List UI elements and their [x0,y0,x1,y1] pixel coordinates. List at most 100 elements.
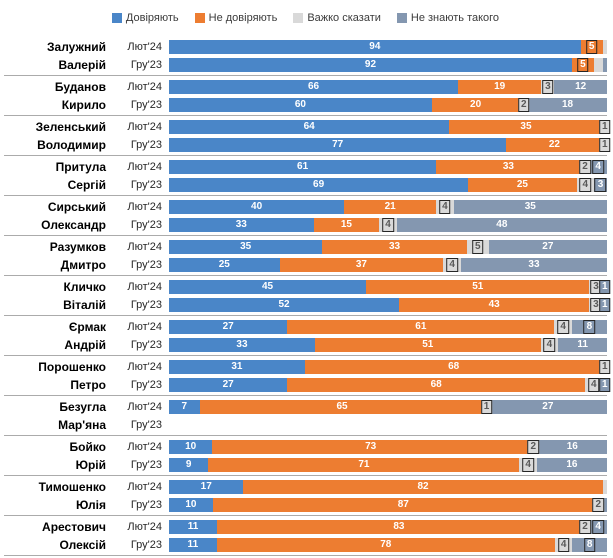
bar-track: 11 83 2 4 [169,520,607,534]
bar-row: Притула Лют'24 61 33 2 4 [4,158,607,176]
bar-value-label: 4 [382,218,394,232]
bar-segment: 7 [169,400,200,414]
person-name: Разумков [49,240,106,254]
bar-segment: 12 [554,80,607,94]
bar-row: Разумков Лют'24 35 33 5 27 [4,238,607,256]
bar-value-label: 22 [548,139,560,150]
legend-item: Довіряють [111,12,179,24]
person-group: Безугла Лют'24 7 65 1 27 Мар'яна Гру'23 [4,396,607,436]
bar-segment: 5 [466,240,489,254]
legend-label: Довіряють [125,12,179,24]
period-label: Гру'23 [130,459,162,471]
bar-segment [602,58,607,72]
bar-segment: 4 [589,160,607,174]
bar-segment: 2 [527,440,540,454]
bar-track: 64 35 1 [169,120,611,134]
legend-swatch-icon [194,13,205,23]
bar-track: 60 20 2 18 [169,98,607,112]
bar-value-label: 9 [185,459,192,470]
period-label: Лют'24 [127,161,162,173]
bar-value-label: 4 [446,258,458,272]
bar-segment: 21 [344,200,437,214]
bar-value-label: 51 [472,281,484,292]
bar-segment: 51 [314,338,541,352]
bar-value-label: 10 [185,499,197,510]
person-name: Тимошенко [38,480,106,494]
bar-value-label: 61 [297,161,309,172]
bar-track: 69 25 4 3 [169,178,607,192]
person-group: Притула Лют'24 61 33 2 4 Сергій Гру'23 69 25 4 3 [4,156,607,196]
bar-value-label: 2 [527,440,540,454]
bar-segment: 1 [599,378,611,392]
bar-segment: 2 [579,160,591,174]
bar-track: 35 33 5 27 [169,240,607,254]
person-name: Порошенко [38,360,106,374]
bar-segment: 1 [599,120,611,134]
person-name: Кирило [61,98,106,112]
bar-value-label: 94 [369,41,381,52]
bar-segment: 60 [169,98,432,112]
bar-value-label: 1 [480,400,493,414]
bar-value-label: 18 [561,99,574,110]
period-label: Гру'23 [130,99,162,111]
bar-segment: 68 [304,360,603,374]
bar-segment: 33 [169,218,314,232]
legend-label: Не довіряють [208,12,278,24]
bar-value-label: 8 [583,320,596,334]
bar-track: 33 15 4 48 [169,218,607,232]
person-group: Сирський Лют'24 40 21 4 35 Олександр Гру'23 33 15… [4,196,607,236]
person-name: Зеленський [35,120,106,134]
bar-segment: 20 [431,98,520,112]
bar-value-label: 2 [517,98,530,112]
bar-segment: 40 [169,200,345,214]
bar-row: Олексій Гру'23 11 78 4 8 [4,536,607,554]
bar-value-label: 11 [187,539,199,550]
bar-value-label: 3 [594,178,607,192]
legend-swatch-icon [111,13,122,23]
bar-segment: 10 [169,498,213,512]
bar-segment: 4 [554,320,572,334]
person-group: Кличко Лют'24 45 51 3 1 Віталій Гру'23 52 43 3 1 [4,276,611,316]
legend-item: Не довіряють [194,12,278,24]
bar-segment: 27 [488,400,607,414]
person-name: Володимир [37,138,106,152]
bar-value-label: 25 [516,179,528,190]
bar-value-label: 64 [303,121,315,132]
bar-value-label: 83 [393,521,405,532]
bar-value-label: 40 [251,201,263,212]
bar-value-label: 71 [358,459,370,470]
bar-segment: 5 [571,58,594,72]
bar-row: Андрій Гру'23 33 51 4 11 [4,336,607,354]
bar-row: Безугла Лют'24 7 65 1 27 [4,398,607,416]
bar-track: 7 65 1 27 [169,400,607,414]
period-label: Лют'24 [127,241,162,253]
bar-value-label: 4 [557,320,569,334]
bar-track: 17 82 [169,480,607,494]
bar-segment: 1 [599,280,611,294]
bar-segment: 11 [558,338,607,352]
bar-segment: 65 [199,400,485,414]
person-name: Сергій [67,178,106,192]
person-name: Безугла [59,400,106,414]
bar-value-label: 4 [579,178,592,192]
bar-value-label: 4 [543,338,556,352]
bar-value-label: 51 [422,339,434,350]
bar-value-label: 35 [520,121,532,132]
bar-value-label: 11 [187,521,199,532]
bar-segment: 27 [488,240,607,254]
person-name: Буданов [54,80,106,94]
bar-value-label: 27 [222,321,234,332]
person-group: Буданов Лют'24 66 19 3 12 Кирило Гру'23 60 20 2 18 [4,76,607,116]
bar-segment: 68 [287,378,586,392]
period-label: Гру'23 [130,419,162,431]
bar-row: Юрій Гру'23 9 71 4 16 [4,456,607,474]
bar-value-label: 68 [448,361,460,372]
person-name: Олександр [41,218,106,232]
bar-track: 9 71 4 16 [169,458,607,472]
bar-segment: 83 [217,520,581,534]
person-name: Петро [70,378,106,392]
bar-value-label: 35 [524,201,536,212]
bar-value-label: 31 [231,361,243,372]
bar-value-label: 5 [585,40,598,54]
